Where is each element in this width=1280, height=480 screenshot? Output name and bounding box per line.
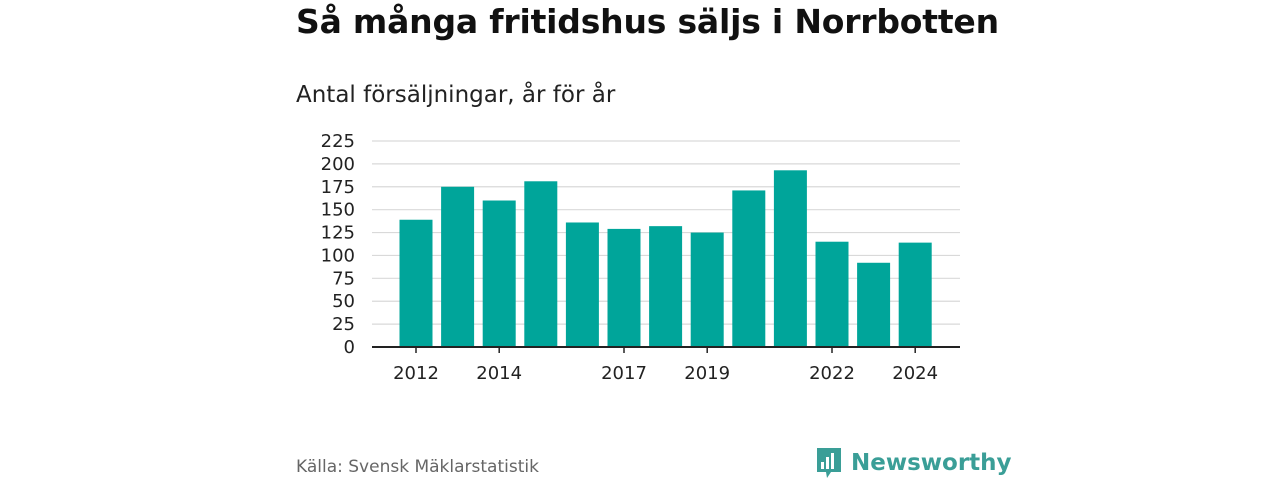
chart-title: Så många fritidshus säljs i Norrbotten xyxy=(296,2,999,41)
x-tick-labels: 2012 2014 2017 2019 2022 2024 xyxy=(393,363,938,384)
x-tick-label: 2022 xyxy=(809,363,855,384)
x-tick-label: 2017 xyxy=(601,363,647,384)
x-tick-label: 2024 xyxy=(892,363,938,384)
y-tick-label: 150 xyxy=(321,200,355,221)
bar-2016 xyxy=(565,222,599,347)
x-tick-label: 2014 xyxy=(476,363,522,384)
y-tick-label: 25 xyxy=(332,314,355,335)
bar-2023 xyxy=(857,262,891,347)
y-tick-label: 225 xyxy=(321,131,355,152)
brand-name: Newsworthy xyxy=(851,450,1012,476)
y-tick-label: 200 xyxy=(321,154,355,175)
bar-2019 xyxy=(690,232,724,347)
brand-logo: Newsworthy xyxy=(815,446,1012,480)
bar-2015 xyxy=(524,181,558,347)
bar-2020 xyxy=(732,190,766,347)
bar-2014 xyxy=(482,200,516,347)
chart-subtitle: Antal försäljningar, år för år xyxy=(296,82,616,108)
x-tick-label: 2019 xyxy=(684,363,730,384)
y-tick-label: 125 xyxy=(321,223,355,244)
y-tick-label: 75 xyxy=(332,268,355,289)
source-note: Källa: Svensk Mäklarstatistik xyxy=(296,457,539,477)
y-tick-label: 0 xyxy=(344,337,355,358)
bars xyxy=(399,170,932,347)
bar-2012 xyxy=(399,219,433,347)
bar-2021 xyxy=(773,170,807,347)
y-tick-label: 50 xyxy=(332,291,355,312)
axes xyxy=(372,346,960,353)
bar-2017 xyxy=(607,228,641,347)
bar-2018 xyxy=(649,226,683,347)
x-tick-label: 2012 xyxy=(393,363,439,384)
y-tick-label: 100 xyxy=(321,245,355,266)
bar-2024 xyxy=(898,242,932,347)
y-tick-label: 175 xyxy=(321,177,355,198)
bar-chart-speech-icon xyxy=(817,448,841,478)
bar-2022 xyxy=(815,241,849,347)
bar-2013 xyxy=(441,186,475,347)
